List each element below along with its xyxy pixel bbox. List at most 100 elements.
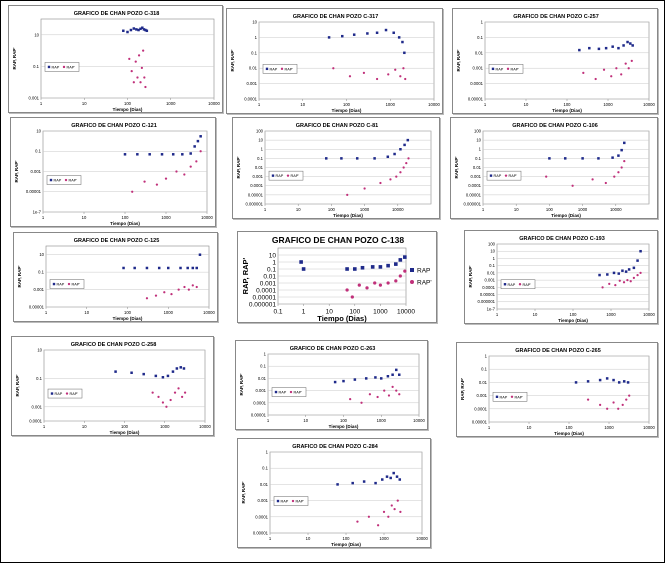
data-point [630,59,633,62]
x-axis-label: Tiempo (Dias) [551,213,581,218]
y-tick-label: 1 [264,351,267,356]
data-point [625,398,628,401]
data-point [627,67,630,70]
y-axis-label: RAP, RAP' [12,48,17,70]
data-point [545,175,548,178]
chart-panel: GRAFICO DE CHAN POZO C-106 0.000001 0.0000… [450,117,658,219]
data-point [628,394,631,397]
data-point [623,141,626,145]
data-point [114,370,117,373]
y-tick-label: 0.001 [485,278,496,283]
y-tick-label: 1 [493,256,496,261]
legend-label: RAP' [509,174,518,178]
data-point [166,374,170,378]
data-point [128,57,131,60]
data-point [373,157,376,160]
x-tick-label: 10000 [643,425,655,430]
data-point [183,285,186,289]
data-point [375,31,379,35]
legend: RAP RAP' [410,268,432,287]
x-axis-label: Tiempo (Dias) [331,542,361,547]
data-point [631,44,634,47]
y-tick-label: 1e-7 [487,306,496,311]
x-tick-label: 10 [326,309,334,316]
legend-marker [495,395,499,398]
y-tick-label: 0.1 [36,376,42,381]
y-tick-label: 0.1 [481,367,487,372]
data-point [403,143,406,147]
data-point [384,28,388,32]
x-tick-label: 10000 [413,418,425,423]
series-rap [598,249,642,277]
x-tick-label: 10000 [643,312,655,317]
data-point [399,171,402,174]
y-tick-label: 0.01 [249,66,258,71]
data-point [179,366,183,369]
y-tick-label: 0.00001 [26,189,42,194]
y-tick-label: 10 [252,19,257,24]
x-axis-label: Tiempo (Dias) [332,108,362,113]
data-point [177,387,180,390]
y-tick-label: 10 [37,347,42,352]
data-point [199,135,202,138]
legend-label: RAP [496,67,504,71]
legend-box [46,175,82,185]
data-point [189,165,192,168]
y-tick-label: 0.001 [256,388,267,393]
series-rap-prime [346,157,410,196]
y-tick-label: 0.001 [253,174,264,179]
series-rap-prime [582,59,633,81]
legend-marker [64,178,68,182]
data-point [606,273,609,276]
y-tick-label: 10 [476,138,481,143]
data-point [598,273,601,277]
series-rap-prime [332,67,407,81]
data-point [612,378,615,382]
data-point [394,68,397,71]
legend-label: RAP [55,392,63,396]
y-axis-label: RAP, RAP' [454,157,459,179]
x-tick-label: 10000 [610,207,622,212]
data-point [396,499,399,502]
y-tick-label: 10 [34,32,39,37]
data-point [612,401,615,404]
data-point [374,481,377,485]
data-point [394,279,398,283]
data-point [586,380,590,383]
legend-label: RAP [52,65,60,69]
plot-area [258,21,435,100]
chart-title: GRAFICO DE CHAN POZO C-317 [293,14,379,20]
chart-svg: GRAFICO DE CHAN POZO C-258 0.0001 0.001 0.1… [15,342,211,435]
data-point [398,258,403,262]
data-point [629,42,632,45]
chart-svg: GRAFICO DE CHAN POZO C-318 0.001 0.1 10 1 10 1… [12,11,220,112]
data-point [126,30,129,34]
legend-label: RAP [281,500,289,504]
y-tick-label: 1 [485,353,488,358]
legend-label: RAP [57,283,65,287]
series-rap-prime [601,271,642,289]
y-tick-label: 1 [479,147,482,152]
x-tick-label: 1000 [166,101,176,106]
x-tick-label: 100 [349,309,360,316]
data-point [367,515,371,518]
legend-marker [291,499,295,503]
y-tick-label: 0.0001 [255,514,268,519]
chart-svg: GRAFICO DE CHAN POZO C-284 0.00001 0.0001 0… [241,444,428,547]
x-tick-label: 10 [527,425,532,430]
y-tick-label: 10 [39,252,44,257]
legend-label: RAP' [294,391,303,395]
data-point [130,371,133,374]
data-point [191,284,194,287]
data-point [375,77,379,81]
chart-title: GRAFICO DE CHAN POZO C-265 [515,348,601,354]
series-rap-prime [145,284,198,300]
y-tick-label: 0.00001 [29,304,45,309]
legend-label: RAP [508,283,516,287]
legend-marker [518,283,522,286]
x-axis-label: Tiempo (Dias) [110,430,140,435]
data-point [336,483,339,486]
legend-box [488,64,524,74]
data-point [627,268,631,271]
data-point [360,401,363,404]
